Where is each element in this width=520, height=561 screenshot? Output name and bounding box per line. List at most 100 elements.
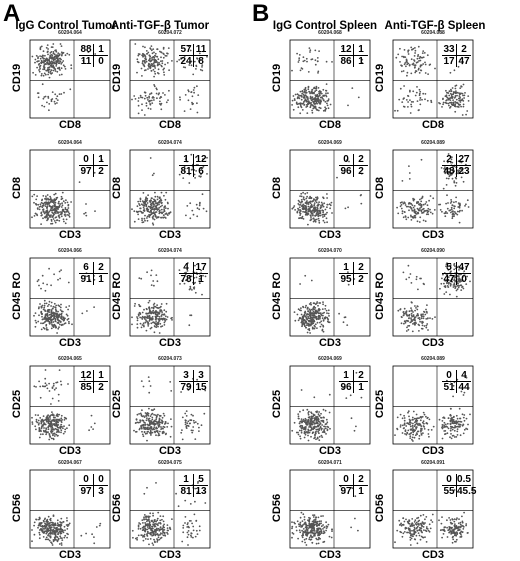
event-dot	[133, 95, 135, 97]
event-dot	[138, 62, 140, 64]
event-dot	[50, 223, 52, 225]
event-dot	[147, 220, 149, 222]
event-dot	[159, 419, 161, 421]
event-dot	[150, 60, 152, 62]
event-dot	[184, 500, 186, 502]
event-dot	[62, 521, 64, 523]
event-dot	[422, 321, 424, 323]
event-dot	[160, 422, 162, 424]
event-dot	[55, 217, 57, 219]
event-dot	[297, 413, 299, 415]
event-dot	[303, 528, 305, 530]
event-dot	[49, 301, 51, 303]
event-dot	[299, 531, 301, 533]
event-dot	[394, 110, 396, 112]
event-dot	[51, 522, 53, 524]
event-dot	[322, 214, 324, 216]
event-dot	[147, 216, 149, 218]
event-dot	[401, 208, 403, 210]
event-dot	[164, 423, 166, 425]
event-dot	[54, 199, 56, 201]
event-dot	[61, 542, 63, 544]
event-dot	[164, 532, 166, 534]
event-dot	[309, 219, 311, 221]
quadrant-lower-right-value: 2	[93, 382, 108, 393]
event-dot	[421, 316, 423, 318]
event-dot	[315, 411, 317, 413]
event-dot	[419, 72, 421, 74]
event-dot	[57, 429, 59, 431]
event-dot	[41, 329, 43, 331]
event-dot	[146, 97, 148, 99]
event-dot	[445, 211, 447, 213]
event-dot	[159, 323, 161, 325]
event-dot	[293, 95, 295, 97]
event-dot	[171, 60, 173, 62]
event-dot	[313, 317, 315, 319]
quadrant-lower-left-value: 85	[79, 382, 93, 393]
y-axis-label: CD45 RO	[271, 266, 283, 326]
event-dot	[181, 541, 183, 543]
event-dot	[310, 321, 312, 323]
event-dot	[60, 381, 62, 383]
event-dot	[326, 310, 328, 312]
event-dot	[310, 411, 312, 413]
quadrant-upper-right-value: 0	[93, 474, 108, 485]
event-dot	[425, 327, 427, 329]
event-dot	[166, 426, 168, 428]
event-dot	[60, 269, 62, 271]
event-dot	[65, 306, 67, 308]
event-dot	[54, 435, 56, 437]
event-dot	[422, 325, 424, 327]
event-dot	[160, 426, 162, 428]
event-dot	[170, 436, 172, 438]
event-dot	[56, 431, 58, 433]
event-dot	[138, 422, 140, 424]
event-dot	[325, 521, 327, 523]
event-dot	[37, 280, 39, 282]
event-dot	[146, 521, 148, 523]
event-dot	[304, 275, 306, 277]
event-dot	[189, 423, 191, 425]
event-dot	[56, 332, 58, 334]
event-dot	[165, 315, 167, 317]
event-dot	[70, 201, 72, 203]
event-dot	[151, 530, 153, 532]
event-dot	[48, 433, 50, 435]
event-dot	[294, 320, 296, 322]
event-dot	[61, 45, 63, 47]
event-dot	[326, 525, 328, 527]
event-dot	[143, 540, 145, 542]
event-dot	[303, 104, 305, 106]
event-dot	[154, 57, 156, 59]
x-axis-label: CD3	[30, 229, 110, 241]
event-dot	[145, 424, 147, 426]
event-dot	[162, 53, 164, 55]
event-dot	[318, 50, 320, 52]
event-dot	[46, 537, 48, 539]
event-dot	[300, 102, 302, 104]
event-dot	[187, 524, 189, 526]
event-dot	[55, 65, 57, 67]
event-dot	[56, 102, 58, 104]
event-dot	[410, 104, 412, 106]
event-dot	[56, 318, 58, 320]
event-dot	[42, 55, 44, 57]
event-dot	[64, 202, 66, 204]
event-dot	[418, 68, 420, 70]
event-dot	[463, 97, 465, 99]
event-dot	[186, 205, 188, 207]
event-dot	[143, 435, 145, 437]
event-dot	[453, 208, 455, 210]
event-dot	[423, 311, 425, 313]
plot-sample-id: 60204.075	[130, 460, 210, 466]
event-dot	[60, 214, 62, 216]
event-dot	[312, 96, 314, 98]
event-dot	[69, 88, 71, 90]
event-dot	[450, 72, 452, 74]
event-dot	[455, 88, 457, 90]
